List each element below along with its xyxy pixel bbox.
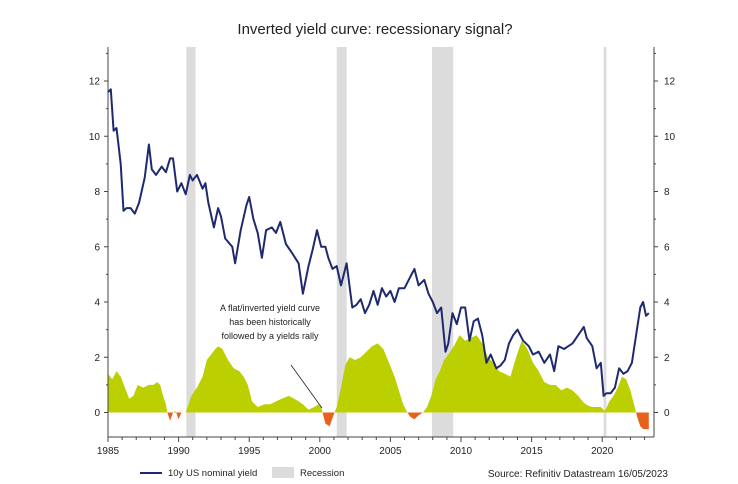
annotation-arrow (290, 364, 323, 409)
annotation-line-2: has been historically (229, 317, 311, 327)
spread-area-positive (108, 335, 649, 413)
y-tick-label-right: 0 (664, 408, 670, 419)
y-tick-label-left: 0 (94, 408, 100, 419)
annotation-line-1: A flat/inverted yield curve (220, 303, 320, 313)
x-tick-label: 1990 (167, 446, 190, 457)
x-tick-label: 1995 (238, 446, 261, 457)
y-tick-label-right: 4 (664, 298, 670, 309)
y-tick-label-left: 10 (89, 132, 101, 143)
y-tick-label-right: 10 (664, 132, 676, 143)
chart-title: Inverted yield curve: recessionary signa… (237, 21, 512, 38)
annotation: A flat/inverted yield curve has been his… (220, 303, 323, 409)
source-note: Source: Refinitiv Datastream 16/05/2023 (488, 469, 669, 480)
y-tick-label-right: 12 (664, 77, 676, 88)
x-tick-label: 2010 (450, 446, 473, 457)
x-tick-label: 2015 (520, 446, 543, 457)
axes: 0 0 2 2 4 4 6 6 8 8 10 10 12 12 1985 1990 1995 2000 2005 20… (89, 47, 676, 457)
x-tick-label: 2020 (591, 446, 614, 457)
legend: 10y US nominal yield Recession (140, 467, 344, 479)
y-tick-label-left: 4 (94, 298, 100, 309)
x-tick-label: 2005 (379, 446, 402, 457)
y-tick-label-right: 6 (664, 242, 670, 253)
y-tick-label-right: 2 (664, 353, 670, 364)
y-tick-label-left: 2 (94, 353, 100, 364)
y-tick-label-left: 6 (94, 242, 100, 253)
legend-swatch-recession (272, 467, 294, 478)
recession-band-1 (186, 47, 196, 437)
plot-area (107, 47, 650, 437)
x-tick-label: 2000 (309, 446, 332, 457)
recession-band-2 (336, 47, 347, 437)
y-tick-label-left: 12 (89, 77, 101, 88)
x-tick-label: 1985 (97, 446, 120, 457)
annotation-line-3: followed by a yields rally (221, 331, 319, 341)
legend-label-recession: Recession (300, 468, 344, 479)
y-tick-label-right: 8 (664, 187, 670, 198)
y-tick-label-left: 8 (94, 187, 100, 198)
legend-label-yield: 10y US nominal yield (168, 468, 257, 479)
recession-band-4 (603, 47, 607, 437)
yield-line (107, 88, 650, 397)
